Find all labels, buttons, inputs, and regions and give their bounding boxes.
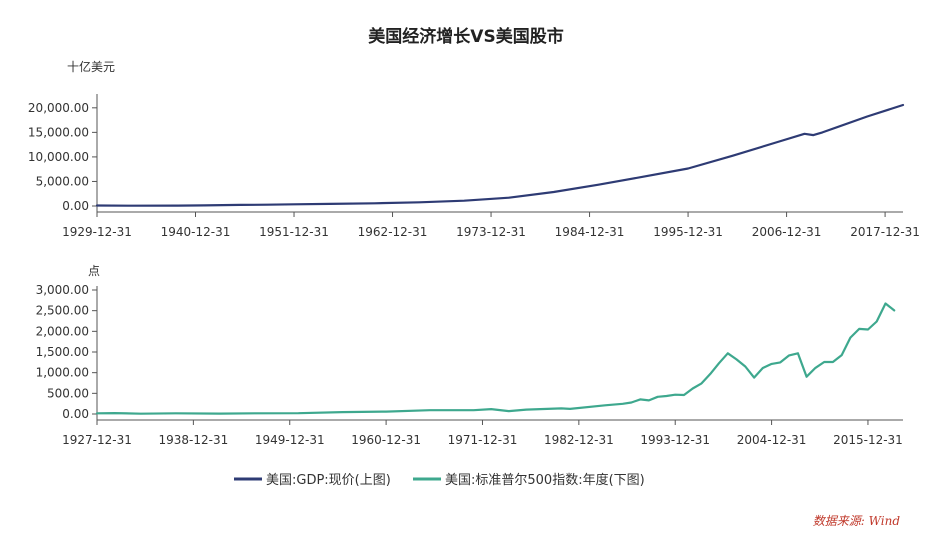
x-tick-label: 1927-12-31 — [62, 433, 132, 447]
sp500-panel: 点 0.00 500.00 1,000.00 1,500.00 2,000.00 2,500… — [36, 264, 903, 447]
y-tick-label: 10,000.00 — [28, 150, 89, 164]
legend-label-gdp: 美国:GDP:现价(上图) — [266, 473, 391, 488]
x-tick-label: 1984-12-31 — [555, 225, 625, 239]
data-source-note: 数据来源: Wind — [813, 514, 901, 528]
y-tick-label: 0.00 — [62, 407, 89, 421]
x-tick-label: 1929-12-31 — [62, 225, 132, 239]
x-tick-label: 1938-12-31 — [158, 433, 228, 447]
legend: 美国:GDP:现价(上图) 美国:标准普尔500指数:年度(下图) — [234, 472, 645, 488]
x-tick-label: 2015-12-31 — [833, 433, 903, 447]
legend-item-sp500: 美国:标准普尔500指数:年度(下图) — [413, 472, 645, 488]
x-tick-label: 1951-12-31 — [259, 225, 329, 239]
y-tick-label: 3,000.00 — [36, 283, 89, 297]
y-unit-label: 十亿美元 — [67, 59, 115, 74]
x-tick-label: 2006-12-31 — [752, 225, 822, 239]
y-tick-label: 20,000.00 — [28, 101, 89, 115]
y-tick-label: 0.00 — [62, 199, 89, 213]
y-tick-label: 1,000.00 — [36, 366, 89, 380]
y-tick-label: 500.00 — [47, 386, 89, 400]
x-tick-label: 1995-12-31 — [653, 225, 723, 239]
x-tick-label: 1973-12-31 — [456, 225, 526, 239]
sp500-series-line — [95, 302, 896, 415]
legend-label-sp500: 美国:标准普尔500指数:年度(下图) — [445, 472, 645, 488]
x-tick-label: 2004-12-31 — [737, 433, 807, 447]
x-tick-label: 1949-12-31 — [255, 433, 325, 447]
x-tick-label: 1993-12-31 — [640, 433, 710, 447]
x-tick-label: 2017-12-31 — [850, 225, 920, 239]
y-tick-label: 2,500.00 — [36, 304, 89, 318]
y-unit-label: 点 — [88, 264, 100, 278]
x-tick-label: 1962-12-31 — [358, 225, 428, 239]
x-tick-label: 1971-12-31 — [448, 433, 518, 447]
x-tick-label: 1940-12-31 — [161, 225, 231, 239]
legend-item-gdp: 美国:GDP:现价(上图) — [234, 473, 391, 488]
gdp-panel: 十亿美元 0.00 5,000.00 10,000.00 15,000.00 20,000… — [28, 59, 920, 239]
x-tick-label: 1982-12-31 — [544, 433, 614, 447]
y-tick-label: 2,000.00 — [36, 324, 89, 338]
chart-title: 美国经济增长VS美国股市 — [368, 26, 563, 47]
y-tick-label: 1,500.00 — [36, 345, 89, 359]
y-tick-label: 5,000.00 — [36, 174, 89, 188]
y-tick-label: 15,000.00 — [28, 125, 89, 139]
gdp-series-line — [95, 103, 905, 207]
x-tick-label: 1960-12-31 — [351, 433, 421, 447]
